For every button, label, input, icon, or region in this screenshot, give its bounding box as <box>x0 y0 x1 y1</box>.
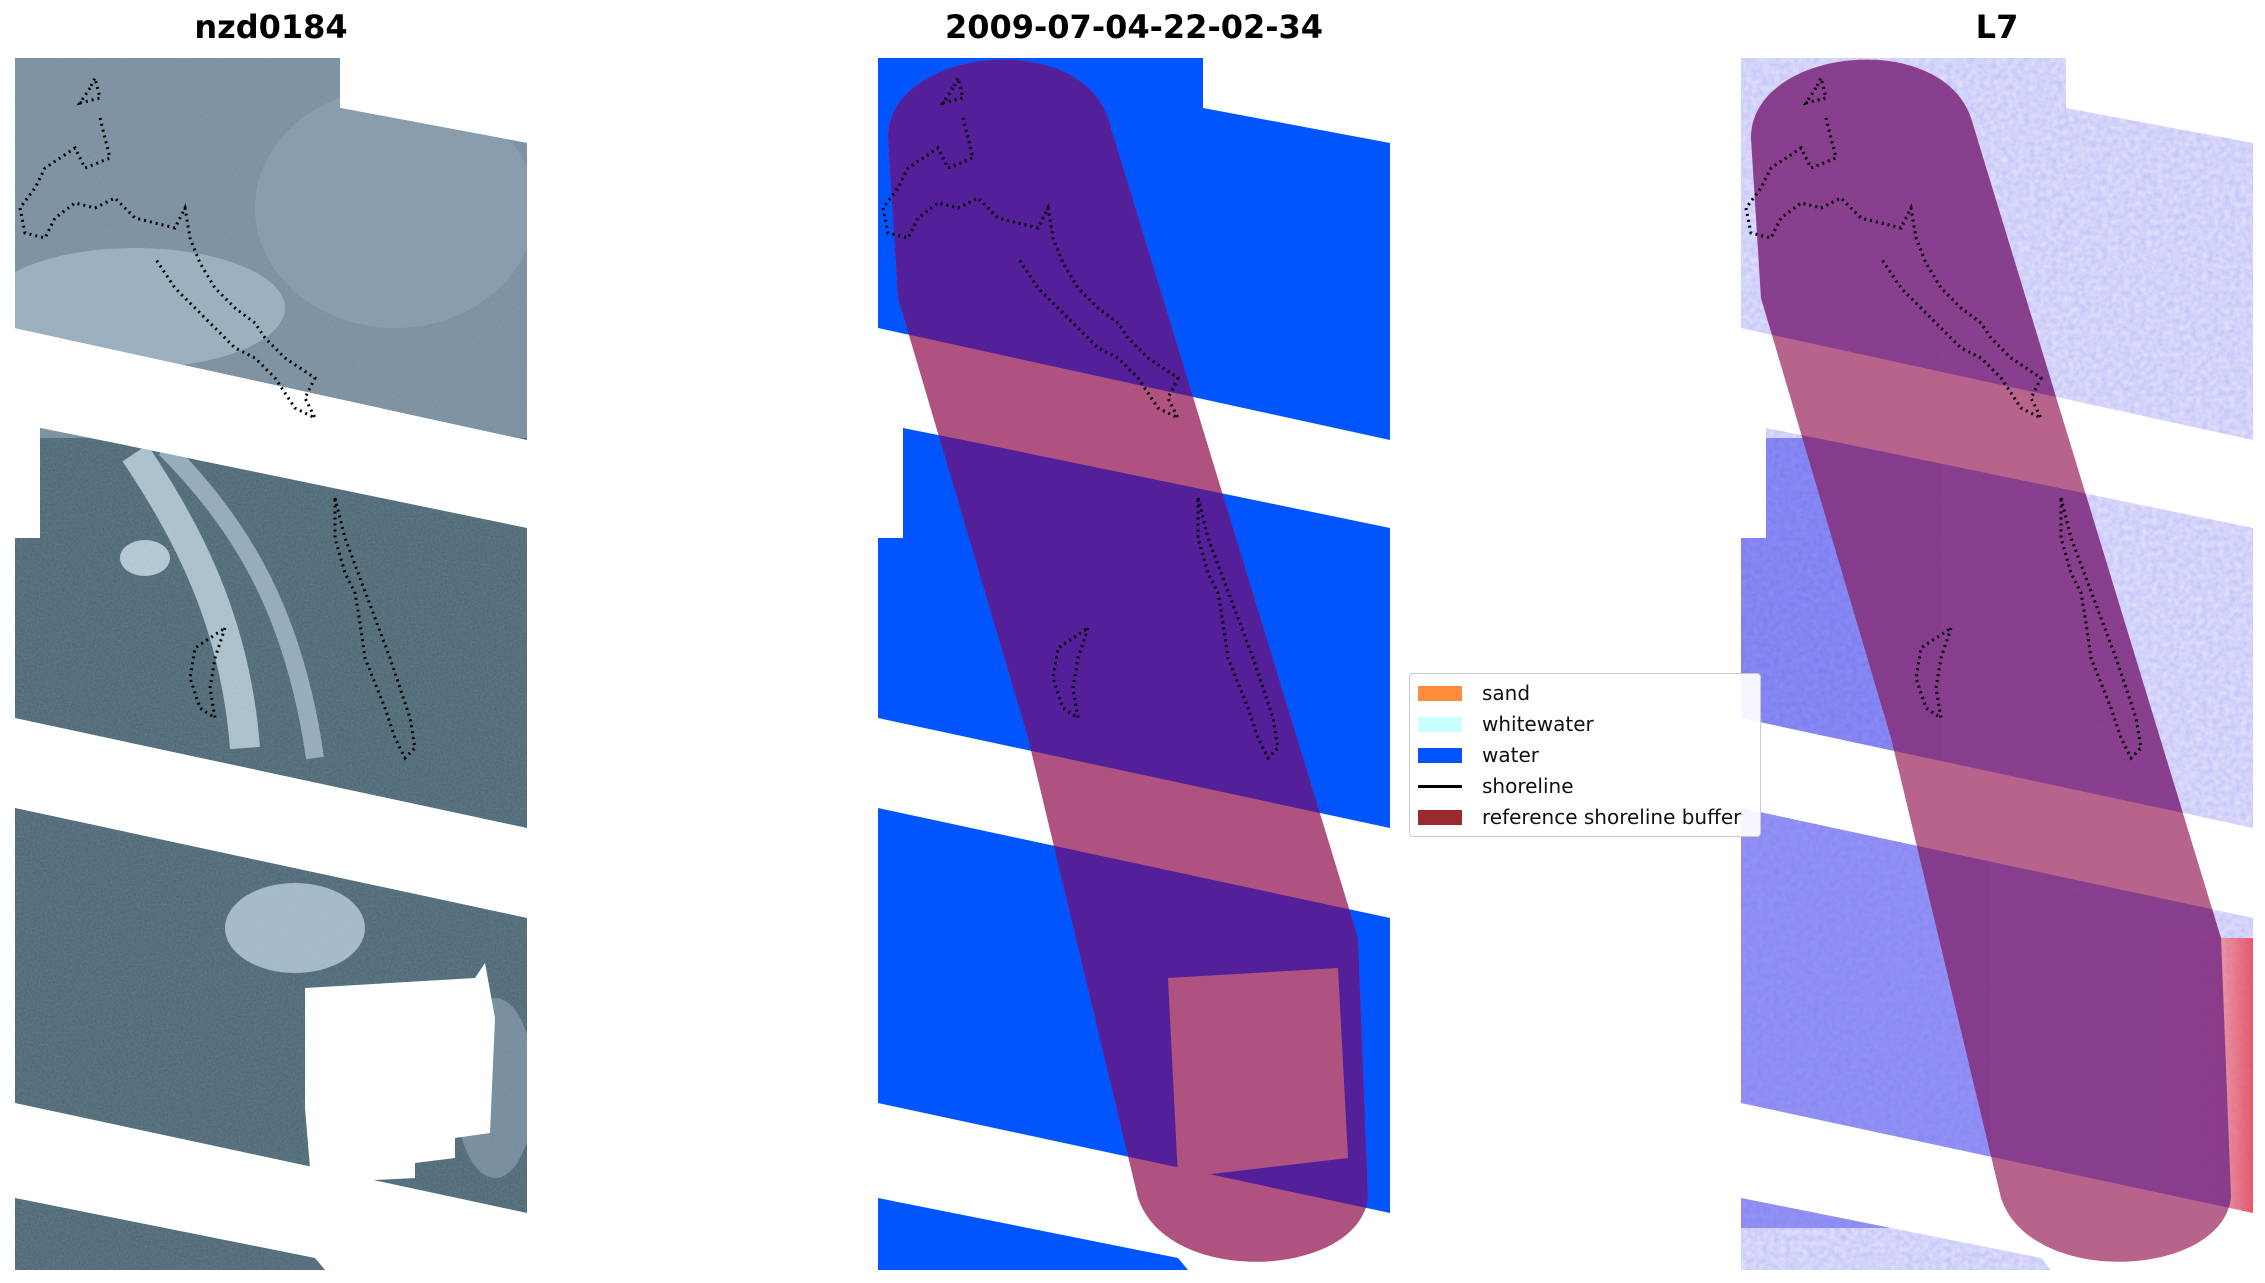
legend-line-shoreline <box>1418 784 1462 788</box>
panel-title-classified: 2009-07-04-22-02-34 <box>944 8 1324 46</box>
legend-item-sand: sand <box>1418 680 1530 706</box>
legend: sand whitewater water shoreline referenc… <box>1409 673 1761 837</box>
legend-label-water: water <box>1482 743 1539 767</box>
legend-label-shoreline: shoreline <box>1482 774 1574 798</box>
rgb-image-panel <box>15 58 527 1270</box>
legend-item-water: water <box>1418 742 1539 768</box>
legend-label-buffer: reference shoreline buffer <box>1482 805 1742 829</box>
legend-label-sand: sand <box>1482 681 1531 705</box>
legend-label-whitewater: whitewater <box>1482 712 1594 736</box>
legend-item-buffer: reference shoreline buffer <box>1418 804 1741 830</box>
legend-item-shoreline: shoreline <box>1418 773 1574 799</box>
classified-image-panel <box>878 58 1390 1270</box>
legend-swatch-sand <box>1418 685 1462 701</box>
panel-title-rgb: nzd0184 <box>194 8 348 46</box>
legend-swatch-whitewater <box>1418 716 1462 732</box>
legend-swatch-buffer <box>1418 809 1462 825</box>
panel-title-index: L7 <box>1975 8 2019 46</box>
legend-item-whitewater: whitewater <box>1418 711 1594 737</box>
index-image-panel <box>1741 58 2253 1270</box>
legend-swatch-water <box>1418 747 1462 763</box>
